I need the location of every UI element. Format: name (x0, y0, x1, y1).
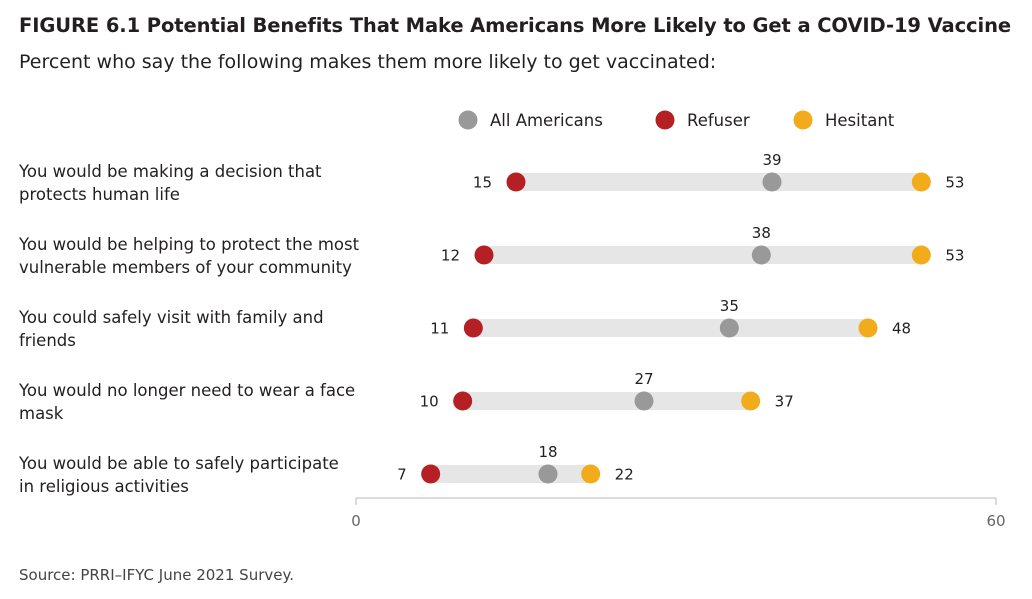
category-label-line: You would no longer need to wear a face (18, 381, 355, 400)
range-bar (430, 465, 591, 483)
category-label-line: You would be making a decision that (18, 162, 322, 181)
row-5: You would be able to safely participate i… (18, 443, 634, 496)
value-label-all-americans: 18 (538, 443, 557, 461)
category-label: You would be helping to protect the most… (18, 235, 360, 277)
value-label-hesitant: 53 (945, 247, 964, 265)
value-label-refuser: 12 (441, 247, 460, 265)
row-3: You could safely visit with family and fr… (18, 297, 911, 350)
legend-label-hesitant: Hesitant (825, 111, 895, 130)
category-label-line: mask (19, 404, 64, 423)
range-bar (462, 392, 751, 410)
category-label: You would be making a decision that prote… (18, 162, 322, 204)
category-label: You would no longer need to wear a face m… (18, 381, 355, 423)
plot-rows: You would be making a decision that prote… (18, 151, 964, 496)
dot-hesitant (581, 464, 601, 484)
row-2: You would be helping to protect the most… (18, 224, 964, 277)
x-axis: 0 60 (351, 497, 1006, 530)
category-label-line: You could safely visit with family and (18, 308, 324, 327)
legend-marker-refuser (655, 110, 675, 130)
chart-title: FIGURE 6.1 Potential Benefits That Make … (19, 14, 1011, 37)
dot-refuser (463, 318, 483, 338)
dot-all-americans (751, 245, 771, 265)
value-label-refuser: 7 (397, 466, 407, 484)
legend-marker-all-americans (458, 110, 478, 130)
legend-label-refuser: Refuser (687, 111, 750, 130)
tick-label: 0 (351, 512, 361, 530)
dot-hesitant (741, 391, 761, 411)
legend-label-all-americans: All Americans (490, 111, 603, 130)
category-label-line: You would be able to safely participate (18, 454, 339, 473)
value-label-hesitant: 37 (775, 393, 794, 411)
dot-refuser (506, 172, 526, 192)
category-label: You would be able to safely participate i… (18, 454, 339, 496)
dot-all-americans (538, 464, 558, 484)
legend: All Americans Refuser Hesitant (458, 110, 895, 130)
row-1: You would be making a decision that prote… (18, 151, 964, 204)
source-note: Source: PRRI–IFYC June 2021 Survey. (19, 566, 294, 584)
range-bar (484, 246, 922, 264)
chart-subtitle: Percent who say the following makes them… (19, 51, 717, 73)
range-bar (516, 173, 922, 191)
dot-all-americans (634, 391, 654, 411)
category-label-line: vulnerable members of your community (19, 258, 352, 277)
value-label-hesitant: 48 (892, 320, 911, 338)
dot-refuser (474, 245, 494, 265)
legend-marker-hesitant (793, 110, 813, 130)
value-label-all-americans: 35 (720, 297, 739, 315)
value-label-refuser: 11 (430, 320, 449, 338)
dot-refuser (453, 391, 473, 411)
value-label-hesitant: 53 (945, 174, 964, 192)
value-label-all-americans: 27 (634, 370, 653, 388)
dot-hesitant (858, 318, 878, 338)
value-label-refuser: 10 (420, 393, 439, 411)
category-label-line: protects human life (19, 185, 180, 204)
range-bar (473, 319, 868, 337)
tick-label: 60 (986, 512, 1005, 530)
dot-refuser (421, 464, 441, 484)
dot-all-americans (762, 172, 782, 192)
value-label-all-americans: 38 (752, 224, 771, 242)
value-label-all-americans: 39 (762, 151, 781, 169)
value-label-hesitant: 22 (615, 466, 634, 484)
category-label-line: You would be helping to protect the most (18, 235, 360, 254)
category-label-line: friends (19, 331, 76, 350)
row-4: You would no longer need to wear a face m… (18, 370, 794, 423)
category-label: You could safely visit with family and fr… (18, 308, 324, 350)
category-label-line: in religious activities (19, 477, 189, 496)
dot-hesitant (911, 245, 931, 265)
value-label-refuser: 15 (473, 174, 492, 192)
dot-all-americans (719, 318, 739, 338)
dot-hesitant (911, 172, 931, 192)
